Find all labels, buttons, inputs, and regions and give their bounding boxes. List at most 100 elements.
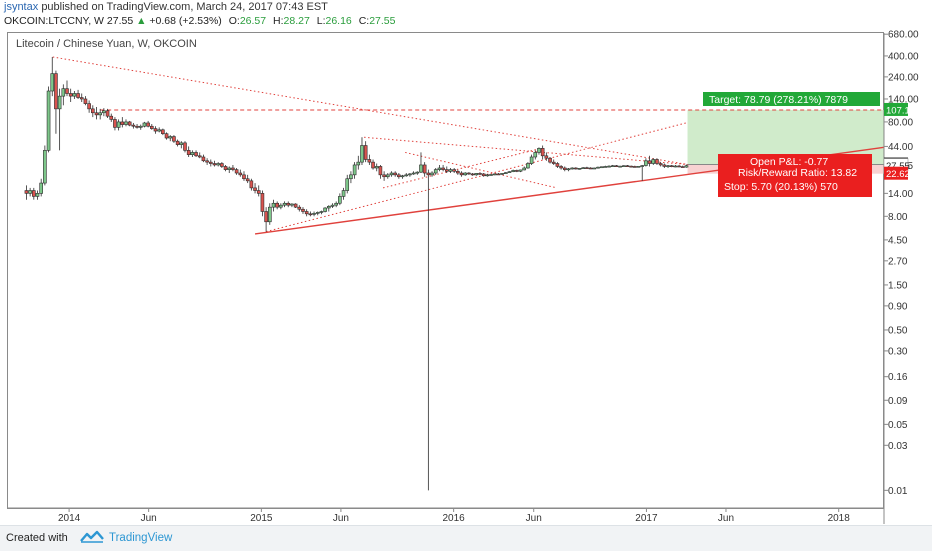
price-tick-label: 2.70 (888, 256, 908, 267)
candle-body (456, 170, 460, 174)
candle-body (356, 161, 361, 166)
candle-body (157, 129, 161, 132)
candle-body (518, 169, 523, 172)
candle-body (231, 167, 235, 170)
price-tick-label: 0.90 (888, 301, 908, 312)
candle-body (83, 98, 88, 104)
candle-body (422, 164, 427, 174)
candle-body (548, 157, 552, 163)
candle-body (245, 178, 250, 182)
time-axis[interactable]: 2014 Jun 2015 Jun 2016 Jun 2017 Jun 2018 (8, 507, 884, 524)
time-tick-label: 2017 (635, 513, 658, 524)
candle-body (201, 156, 206, 162)
candle-body (279, 204, 283, 208)
close-value: 27.55 (369, 15, 396, 27)
candle-body (275, 202, 279, 208)
candle-body (326, 206, 331, 209)
candle-body (467, 172, 471, 175)
price-tick-label: 80.00 (888, 117, 913, 128)
candle-body (297, 206, 302, 210)
candle-body (91, 108, 95, 114)
price-chart[interactable]: Litecoin / Chinese Yuan, W, OKCOIN 680.0… (0, 0, 932, 525)
candle-body (352, 164, 357, 176)
open-value: 26.57 (239, 15, 267, 27)
candle-body (175, 140, 180, 145)
candle-body (253, 187, 257, 191)
candle-body (500, 173, 504, 175)
price-tick-label: 44.00 (888, 142, 913, 153)
price-tag-box (884, 102, 908, 116)
candle-body (647, 160, 652, 164)
time-tick-label: 2018 (828, 513, 851, 524)
candle-body (267, 206, 272, 223)
candle-body (334, 202, 338, 206)
candle-body (57, 95, 62, 110)
price-tick-label: 1.50 (888, 280, 908, 291)
candle-body (76, 93, 80, 98)
candle-body (404, 174, 409, 177)
publish-header: jsyntax published on TradingView.com, Ma… (0, 0, 932, 30)
high-value: 28.27 (283, 15, 310, 27)
tradingview-brand[interactable]: TradingView (109, 532, 173, 544)
price-tick-label: 0.09 (888, 396, 908, 407)
price-tick-label: 0.16 (888, 372, 908, 383)
candle-body (596, 166, 600, 169)
stop-label-text: Stop: 5.70 (20.13%) 570 (724, 181, 838, 193)
candle-body (492, 173, 497, 176)
candle-body (131, 124, 136, 127)
candle-body (680, 166, 685, 168)
candle-body (526, 163, 530, 169)
candle-body (238, 172, 243, 176)
candle-body (68, 93, 73, 97)
candle-body (570, 167, 574, 170)
pl-label-box (718, 154, 872, 197)
candle-body (507, 171, 512, 173)
time-tick-label: Jun (526, 513, 542, 524)
candles (24, 56, 689, 491)
symbol-line: OKCOIN:LTCCNY, W 27.55 ▲ +0.68 (+2.53%) … (4, 15, 395, 27)
price-tick-label: 0.03 (888, 441, 908, 452)
candle-body (46, 90, 51, 151)
candle-body (164, 133, 169, 139)
candle-body (116, 121, 121, 128)
time-tick-label: 2015 (250, 513, 273, 524)
time-tick-label: 2014 (58, 513, 81, 524)
candle-body (65, 88, 69, 94)
candle-body (113, 119, 117, 128)
candle-body (408, 173, 412, 176)
tradingview-logo-icon[interactable] (80, 530, 104, 544)
symbol-name: OKCOIN:LTCCNY, W (4, 15, 104, 27)
candle-body (183, 142, 187, 151)
author-link[interactable]: jsyntax (4, 1, 39, 13)
candle-body (640, 165, 645, 167)
candle-body (677, 165, 681, 168)
price-tag-label: 22.62 (886, 169, 910, 180)
candle-body (234, 169, 239, 174)
candle-body (153, 128, 158, 132)
candle-body (256, 190, 261, 194)
candle-body (138, 125, 143, 128)
candle-body (673, 165, 678, 168)
low-label: L: (316, 15, 326, 27)
candle-body (603, 166, 608, 168)
dotted-trend-line (364, 136, 688, 166)
candle-body (574, 167, 578, 170)
candle-body (658, 163, 663, 166)
candle-body (120, 121, 125, 125)
candle-body (323, 207, 327, 212)
candle-body (566, 168, 571, 171)
candle-body (39, 182, 43, 194)
footer: Created with TradingView (0, 525, 932, 551)
candle-body (293, 203, 298, 208)
time-tick-label: Jun (718, 513, 734, 524)
candle-body (411, 172, 416, 175)
candle-body (426, 172, 431, 176)
candle-body (559, 166, 563, 169)
candle-body (341, 190, 346, 197)
candle-body (430, 172, 434, 176)
candle-body (581, 167, 586, 169)
candle-body (94, 112, 99, 116)
candle-body (515, 170, 519, 172)
candle-body (397, 174, 401, 178)
candle-body (522, 167, 527, 171)
